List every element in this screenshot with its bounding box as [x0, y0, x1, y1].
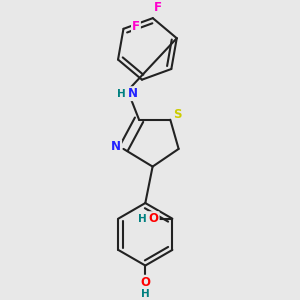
Text: F: F — [132, 20, 140, 33]
Text: F: F — [154, 1, 162, 14]
Text: H: H — [138, 214, 146, 224]
Text: H: H — [117, 89, 126, 99]
Text: O: O — [140, 276, 150, 289]
Text: H: H — [141, 289, 150, 299]
Text: O: O — [148, 212, 159, 225]
Text: N: N — [128, 87, 138, 100]
Text: S: S — [173, 108, 182, 121]
Text: N: N — [111, 140, 121, 153]
